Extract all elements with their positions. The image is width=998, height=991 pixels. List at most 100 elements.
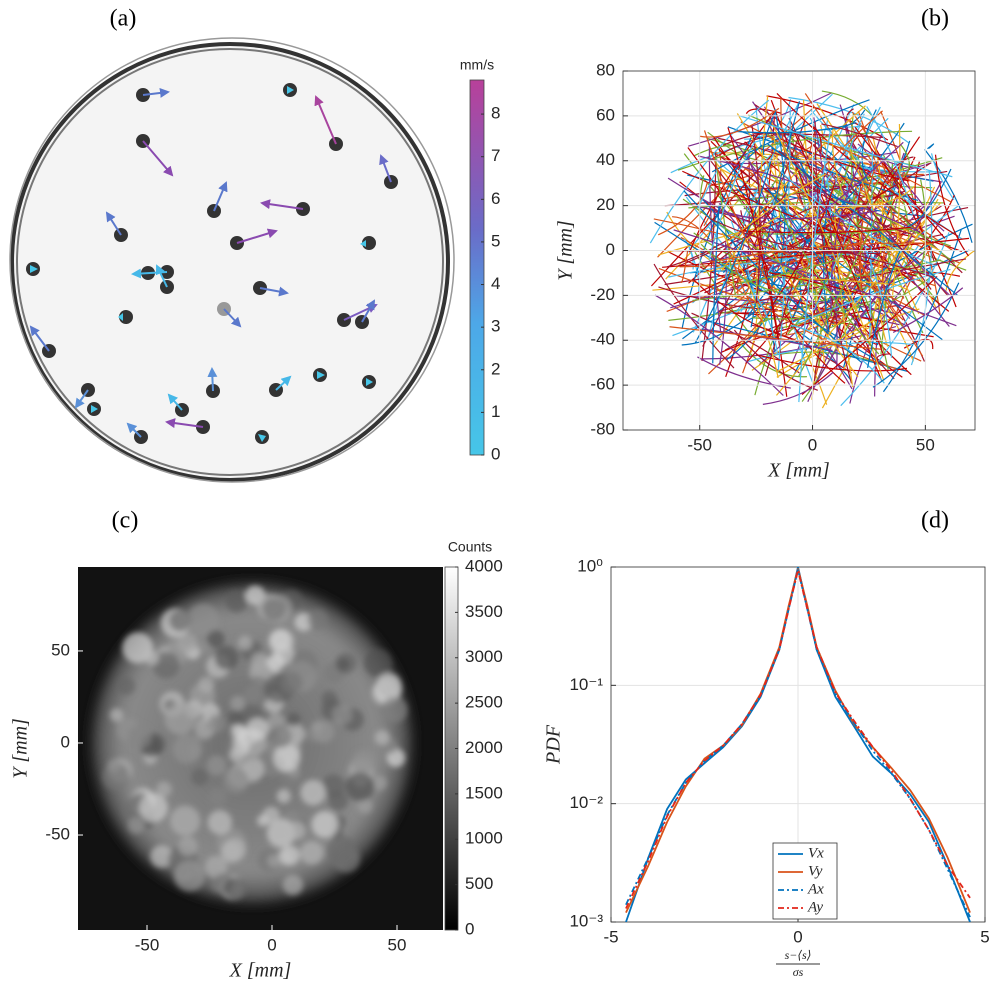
heatmap-patch bbox=[375, 672, 402, 699]
heatmap-patch bbox=[173, 860, 206, 892]
colorbar-label: mm/s bbox=[460, 57, 494, 73]
trajectory-stroke bbox=[694, 251, 751, 335]
heatmap-patch bbox=[206, 630, 225, 648]
colorbar-tick-label: 4 bbox=[491, 274, 500, 293]
trajectory-stroke bbox=[771, 122, 885, 381]
colorbar-tick-label: 4000 bbox=[465, 556, 503, 575]
trajectory-stroke bbox=[701, 150, 717, 361]
heatmap-patch bbox=[206, 755, 227, 776]
legend-label: Ax bbox=[807, 881, 824, 897]
y-tick-label: 10⁻¹ bbox=[569, 675, 603, 694]
trajectory-stroke bbox=[880, 110, 941, 315]
trajectory-stroke bbox=[930, 153, 955, 201]
colorbar-tick-label: 0 bbox=[465, 919, 474, 938]
heatmap-patch bbox=[300, 841, 324, 865]
trajectory-stroke bbox=[708, 141, 756, 260]
trajectory-stroke bbox=[813, 186, 861, 311]
heatmap-patch bbox=[246, 717, 269, 741]
trajectory-stroke bbox=[876, 353, 890, 367]
trajectory-stroke bbox=[718, 137, 830, 177]
trajectory-stroke bbox=[693, 145, 731, 157]
y-tick-label: -40 bbox=[590, 330, 615, 349]
x-tick-label: 5 bbox=[980, 927, 989, 946]
trajectory-stroke bbox=[844, 124, 874, 333]
y-tick-label: 80 bbox=[596, 60, 615, 79]
heatmap-patch bbox=[109, 708, 124, 722]
trajectory-stroke bbox=[667, 250, 886, 323]
legend-label: Vx bbox=[808, 845, 824, 861]
trajectory-stroke bbox=[903, 338, 934, 350]
heatmap-patch bbox=[282, 874, 304, 896]
trajectory-stroke bbox=[796, 268, 951, 324]
heatmap-patch bbox=[326, 835, 356, 865]
heatmap-patch bbox=[117, 677, 136, 696]
trajectory-stroke bbox=[653, 263, 735, 369]
trajectory-stroke bbox=[755, 354, 908, 372]
heatmap-patch bbox=[217, 736, 235, 754]
trajectory-stroke bbox=[799, 159, 853, 206]
trajectory-stroke bbox=[847, 144, 920, 315]
trajectory-stroke bbox=[698, 155, 925, 235]
trajectory-stroke bbox=[722, 132, 794, 146]
heatmap-patch bbox=[139, 793, 168, 823]
trajectory-stroke bbox=[780, 97, 804, 207]
heatmap-patch bbox=[279, 845, 300, 866]
heatmap-patch bbox=[267, 653, 285, 672]
heatmap-patch bbox=[332, 704, 353, 725]
heatmap-patch bbox=[197, 640, 211, 654]
trajectory-stroke bbox=[840, 232, 950, 407]
y-tick-label: 10⁻² bbox=[569, 793, 603, 812]
heatmap-patch bbox=[336, 657, 350, 671]
trajectory-stroke bbox=[708, 143, 722, 332]
colorbar-tick-label: 2000 bbox=[465, 738, 503, 757]
trajectory-stroke bbox=[837, 185, 916, 209]
trajectory-stroke bbox=[814, 121, 853, 384]
trajectory-stroke bbox=[743, 162, 932, 210]
trajectory-stroke bbox=[907, 168, 952, 228]
colorbar-tick-label: 7 bbox=[491, 146, 500, 165]
trajectory-stroke bbox=[721, 215, 780, 271]
heatmap-patch bbox=[269, 629, 291, 651]
trajectory-stroke bbox=[811, 125, 822, 153]
heatmap-patch bbox=[222, 767, 250, 794]
trajectory-stroke bbox=[701, 198, 756, 299]
colorbar-tick-label: 1000 bbox=[465, 829, 503, 848]
trajectory-stroke bbox=[808, 140, 932, 290]
dish-rim-inner bbox=[16, 48, 444, 476]
y-tick-label: -50 bbox=[45, 825, 70, 844]
heatmap-patch bbox=[164, 703, 196, 735]
trajectory-stroke bbox=[867, 250, 901, 369]
trajectory-stroke bbox=[804, 183, 913, 235]
heatmap-patch bbox=[207, 714, 227, 733]
heatmap-texture bbox=[102, 585, 408, 901]
trajectory-stroke bbox=[658, 267, 825, 317]
heatmap-patch bbox=[172, 734, 203, 764]
trajectory-stroke bbox=[654, 294, 784, 396]
colorbar-label: Counts bbox=[448, 539, 492, 555]
trajectory-stroke bbox=[746, 155, 830, 332]
heatmap-patch bbox=[127, 816, 145, 834]
heatmap-patch bbox=[222, 837, 247, 862]
colorbar-tick-label: 2 bbox=[491, 359, 500, 378]
trajectory-stroke bbox=[798, 278, 889, 285]
heatmap-patch bbox=[127, 724, 152, 750]
heatmap-patch bbox=[204, 855, 228, 879]
heatmap-patch bbox=[107, 759, 121, 773]
trajectory-stroke bbox=[820, 245, 934, 278]
x-tick-label: 0 bbox=[793, 927, 802, 946]
trajectory-stroke bbox=[945, 249, 975, 291]
trajectory-stroke bbox=[816, 103, 937, 308]
colorbar-tick-label: 2500 bbox=[465, 693, 503, 712]
trajectory-stroke bbox=[854, 126, 946, 239]
heatmap-patch bbox=[311, 811, 339, 838]
x-tick-label: 50 bbox=[388, 935, 407, 954]
heatmap-patch bbox=[169, 805, 201, 836]
trajectory-stroke bbox=[701, 328, 833, 352]
y-axis-label: Y [mm] bbox=[555, 220, 577, 281]
trajectory-stroke bbox=[798, 128, 832, 403]
trajectory-stroke bbox=[927, 143, 935, 150]
trajectory-stroke bbox=[845, 176, 940, 251]
heatmap-patch bbox=[214, 645, 239, 670]
x-axis-label: X [mm] bbox=[767, 460, 830, 482]
colorbar-tick-label: 0 bbox=[491, 444, 500, 463]
